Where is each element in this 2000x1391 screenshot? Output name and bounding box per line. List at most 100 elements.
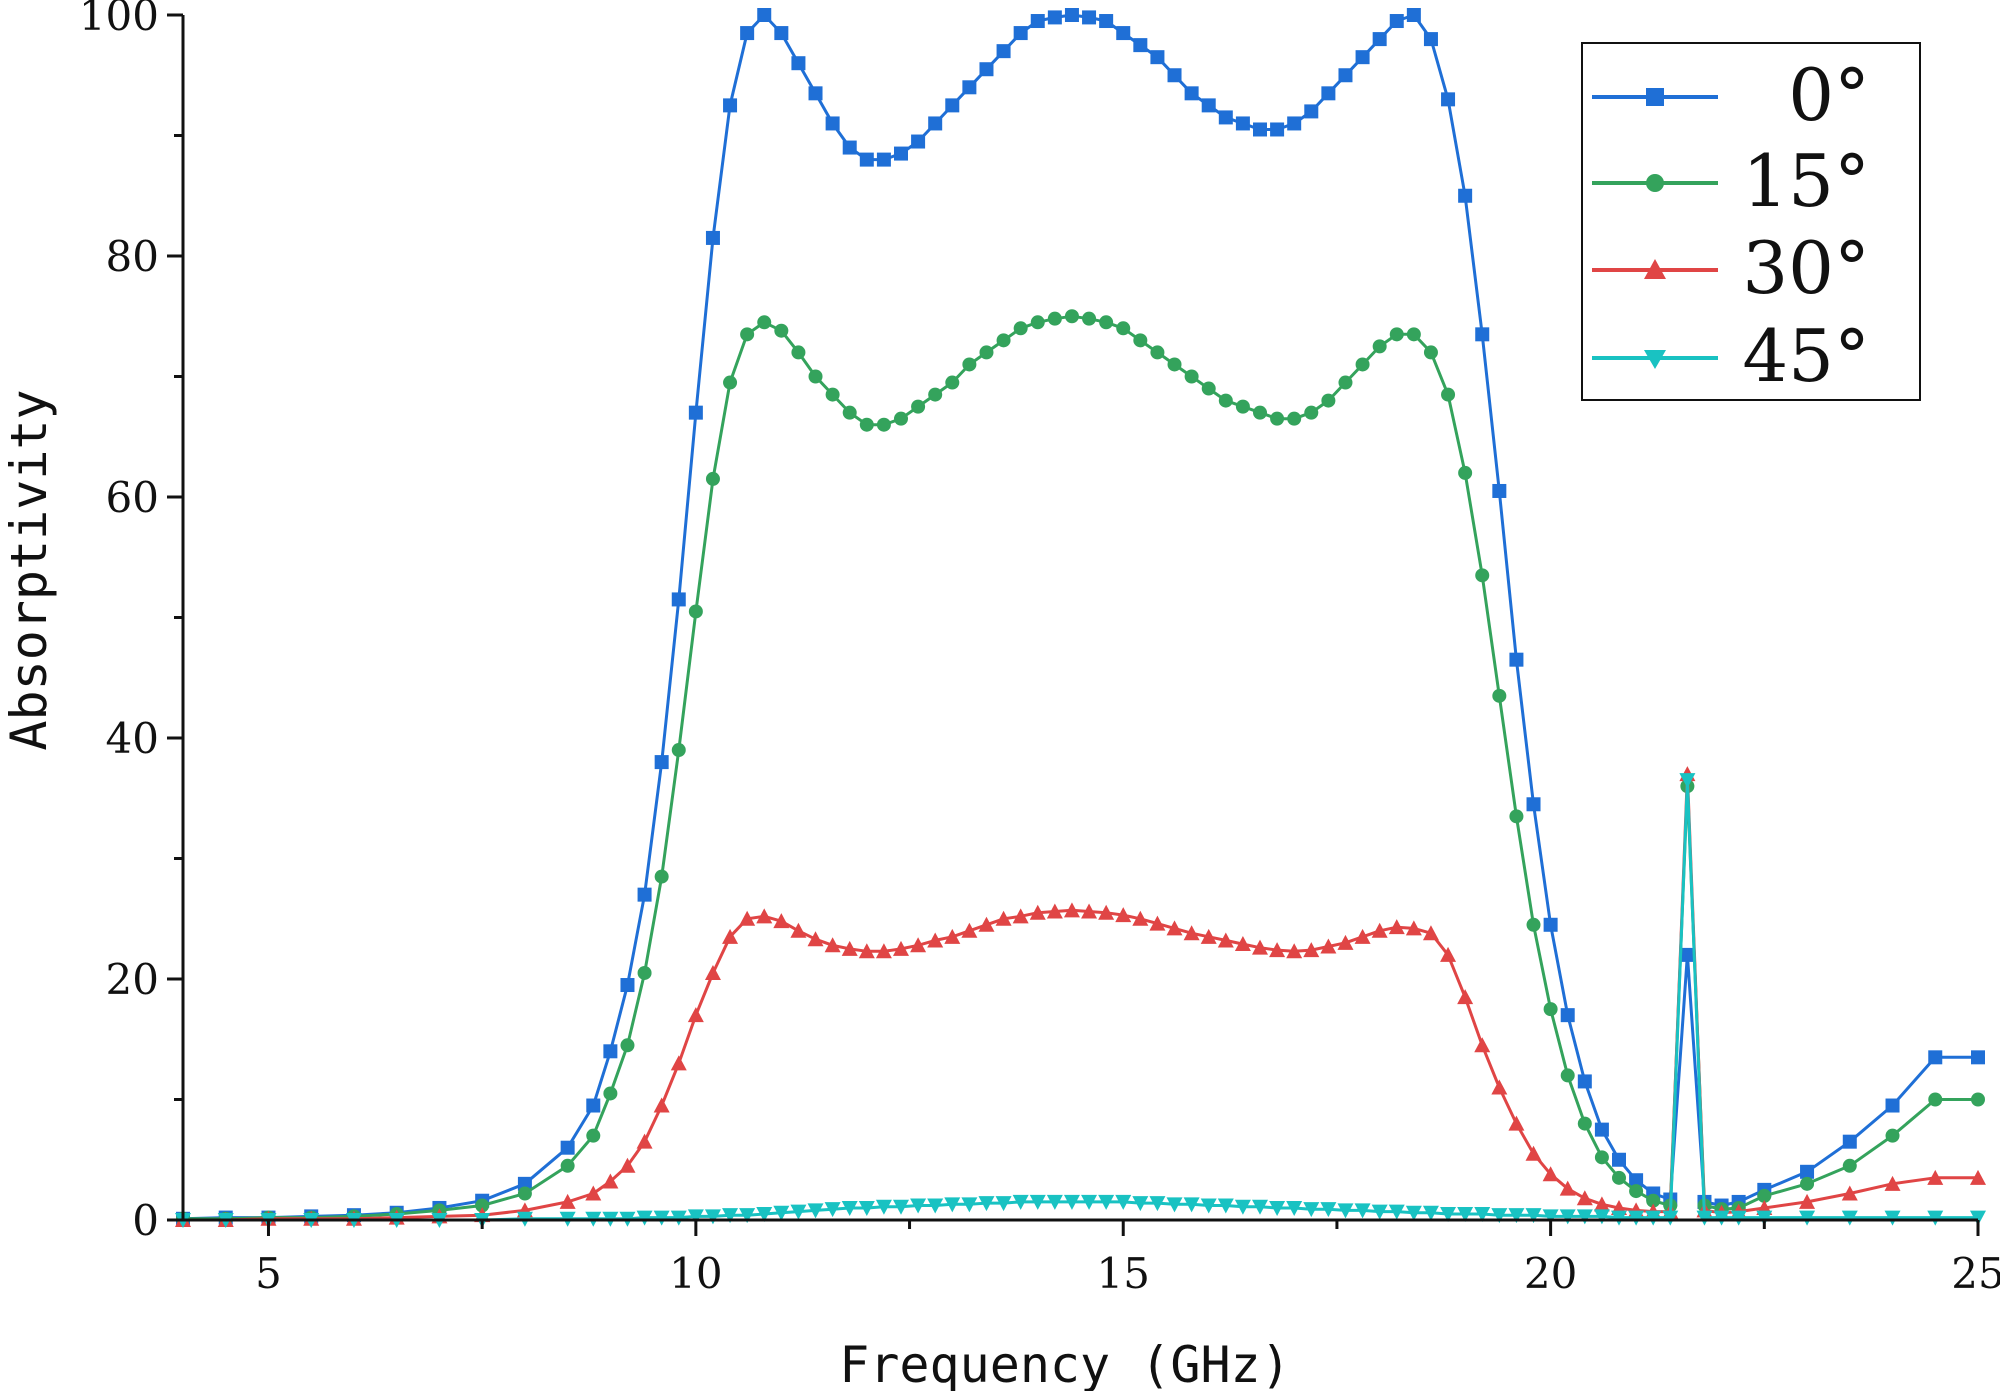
- data-point-s0-56: [1372, 32, 1387, 47]
- data-point-s1-61: [1458, 465, 1473, 480]
- data-point-s0-29: [911, 134, 926, 149]
- data-point-s0-61: [1458, 188, 1473, 203]
- data-point-s1-43: [1150, 345, 1165, 360]
- data-point-s0-28: [894, 146, 908, 161]
- data-point-s2-10: [585, 1185, 602, 1201]
- data-point-s3-64: [1508, 1208, 1525, 1224]
- data-point-s2-23: [807, 931, 824, 947]
- data-point-s0-51: [1287, 116, 1302, 131]
- data-point-s2-17: [704, 964, 721, 980]
- data-point-s2-57: [1388, 919, 1405, 935]
- data-point-s1-62: [1475, 568, 1490, 583]
- data-point-s2-42: [1132, 910, 1149, 926]
- data-point-s1-34: [996, 333, 1011, 348]
- data-point-s2-67: [1559, 1180, 1576, 1196]
- data-point-s1-9: [560, 1158, 575, 1173]
- data-point-s3-27: [875, 1199, 892, 1215]
- data-point-s1-72: [1646, 1193, 1661, 1208]
- data-point-s0-18: [723, 98, 738, 113]
- data-point-s0-60: [1441, 92, 1456, 107]
- data-point-s1-7: [475, 1198, 490, 1213]
- data-point-s1-8: [517, 1186, 532, 1201]
- data-point-s3-19: [739, 1208, 756, 1224]
- data-point-s3-51: [1286, 1200, 1303, 1216]
- data-point-s1-50: [1270, 411, 1285, 426]
- data-point-s2-46: [1200, 928, 1217, 944]
- data-point-s3-16: [687, 1209, 704, 1225]
- data-point-s3-42: [1132, 1196, 1149, 1212]
- data-point-s1-65: [1526, 917, 1541, 932]
- data-point-s3-35: [1012, 1194, 1029, 1210]
- data-point-s1-28: [894, 411, 908, 426]
- data-point-s3-76: [1713, 1210, 1730, 1226]
- data-point-s1-14: [654, 869, 669, 884]
- data-point-s0-37: [1047, 10, 1062, 25]
- data-point-s1-78: [1757, 1188, 1772, 1203]
- data-point-s3-82: [1927, 1210, 1944, 1226]
- data-point-s3-14: [653, 1210, 670, 1226]
- data-point-s0-22: [791, 56, 806, 71]
- data-point-s1-16: [688, 604, 703, 619]
- data-point-s1-13: [637, 965, 652, 980]
- data-point-s0-10: [586, 1098, 601, 1113]
- data-point-s2-45: [1183, 925, 1200, 941]
- data-point-s2-63: [1491, 1079, 1508, 1095]
- series-line-3: [183, 778, 1978, 1222]
- data-point-s2-43: [1149, 915, 1166, 931]
- data-point-s0-55: [1355, 50, 1370, 65]
- data-point-s1-10: [586, 1128, 601, 1143]
- data-point-s1-70: [1612, 1170, 1626, 1185]
- data-point-s2-19: [739, 910, 756, 926]
- data-point-s1-83: [1971, 1092, 1985, 1107]
- data-point-s2-9: [559, 1193, 576, 1209]
- data-point-s1-47: [1218, 393, 1233, 408]
- data-point-s3-41: [1115, 1194, 1132, 1210]
- data-point-s0-15: [671, 592, 686, 607]
- data-point-s3-45: [1183, 1197, 1200, 1213]
- data-point-s1-29: [911, 399, 926, 414]
- x-tick-label: 15: [1097, 1249, 1150, 1298]
- data-point-s2-34: [995, 910, 1012, 926]
- data-point-s2-52: [1303, 942, 1320, 958]
- data-point-s1-33: [979, 345, 994, 360]
- data-point-s3-50: [1269, 1200, 1286, 1216]
- data-point-s0-33: [979, 62, 994, 77]
- data-point-s2-44: [1166, 920, 1183, 936]
- data-point-s1-30: [928, 387, 943, 402]
- data-point-s3-83: [1970, 1210, 1986, 1226]
- data-point-s3-54: [1337, 1203, 1354, 1219]
- legend-triangle-up-marker: [1644, 259, 1666, 279]
- data-point-s2-18: [722, 928, 739, 944]
- data-point-s1-57: [1389, 327, 1404, 342]
- data-point-s1-79: [1800, 1176, 1815, 1191]
- data-point-s1-23: [808, 369, 823, 384]
- data-point-s0-34: [996, 44, 1011, 59]
- data-point-s3-79: [1799, 1210, 1816, 1226]
- data-point-s0-20: [757, 8, 772, 22]
- data-point-s0-26: [859, 152, 874, 167]
- data-point-s2-14: [653, 1097, 670, 1113]
- data-point-s1-71: [1629, 1184, 1644, 1199]
- axes: 5 10 15 20 25 0 20 40 60 80 100: [79, 0, 2000, 1298]
- data-point-s0-36: [1030, 14, 1045, 29]
- data-point-s3-72: [1645, 1210, 1662, 1226]
- data-point-s2-25: [841, 940, 858, 956]
- data-point-s0-17: [705, 230, 720, 245]
- y-tick-label: 100: [79, 0, 159, 40]
- data-point-s1-44: [1167, 357, 1182, 372]
- data-point-s2-79: [1799, 1193, 1816, 1209]
- data-point-s3-81: [1884, 1210, 1901, 1226]
- legend-entry-0: 0°: [1592, 53, 1870, 137]
- data-point-s0-53: [1321, 86, 1336, 101]
- data-point-s2-47: [1217, 932, 1234, 948]
- data-point-s0-64: [1509, 652, 1524, 667]
- y-tick-label: 0: [132, 1196, 159, 1245]
- data-point-s3-68: [1576, 1209, 1593, 1225]
- data-point-s1-42: [1133, 333, 1148, 348]
- legend-triangle-down-marker: [1644, 350, 1666, 369]
- data-point-s0-31: [945, 98, 960, 113]
- data-point-s0-83: [1971, 1050, 1985, 1065]
- data-point-s3-80: [1841, 1210, 1858, 1226]
- data-point-s1-68: [1577, 1116, 1592, 1131]
- data-point-s3-26: [858, 1200, 875, 1216]
